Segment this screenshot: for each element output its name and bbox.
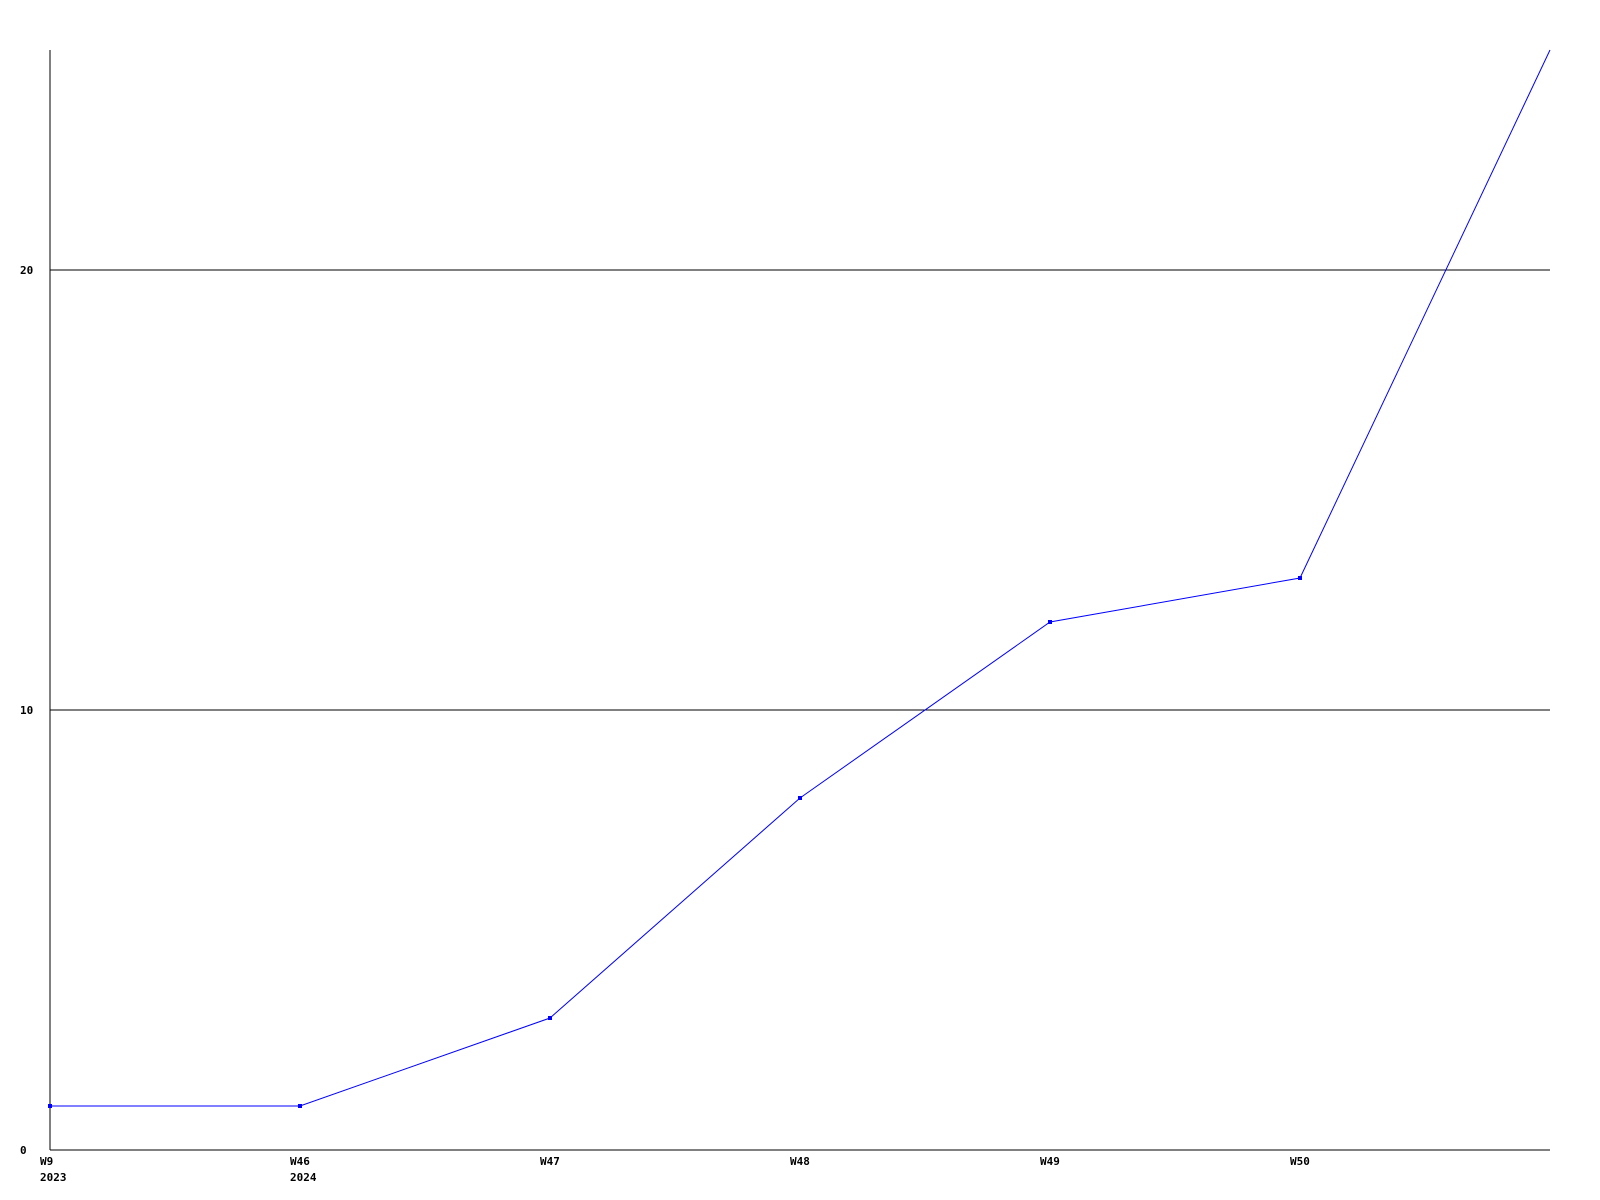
x-tick-label: W50 xyxy=(1290,1155,1310,1168)
data-point xyxy=(48,1104,52,1108)
y-tick-label: 20 xyxy=(20,264,33,277)
data-point xyxy=(1298,576,1302,580)
x-tick-label: W47 xyxy=(540,1155,560,1168)
data-point xyxy=(548,1016,552,1020)
data-point xyxy=(798,796,802,800)
x-tick-label: W9 xyxy=(40,1155,53,1168)
data-point xyxy=(298,1104,302,1108)
x-tick-sublabel: 2023 xyxy=(40,1171,67,1184)
x-tick-sublabel: 2024 xyxy=(290,1171,317,1184)
x-tick-label: W48 xyxy=(790,1155,810,1168)
data-point xyxy=(1048,620,1052,624)
x-tick-label: W46 xyxy=(290,1155,310,1168)
x-tick-label: W49 xyxy=(1040,1155,1060,1168)
series-line xyxy=(50,49,1551,1107)
y-tick-label: 10 xyxy=(20,704,33,717)
y-tick-label: 0 xyxy=(20,1144,27,1157)
